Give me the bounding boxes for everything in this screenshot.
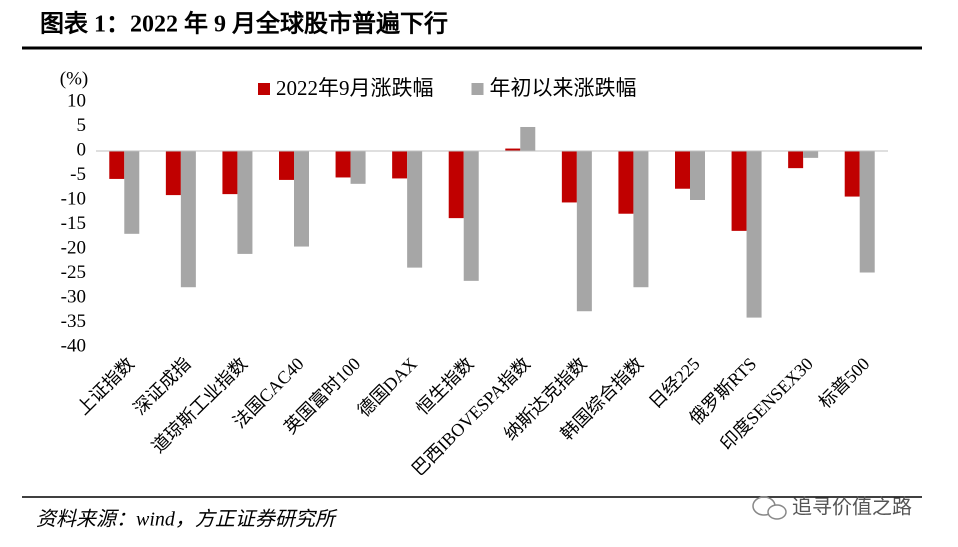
- bar: [165, 151, 181, 196]
- y-tick-label: -20: [61, 237, 86, 258]
- figure-title: 图表 1：2022 年 9 月全球股市普遍下行: [40, 10, 448, 38]
- y-tick-label: -35: [61, 311, 86, 332]
- bar: [180, 151, 196, 288]
- bar: [335, 151, 351, 178]
- bar: [788, 151, 804, 169]
- bar: [576, 151, 592, 312]
- bar: [109, 151, 125, 179]
- watermark-icon: [752, 496, 787, 520]
- x-tick-label: 道琼斯工业指数: [148, 354, 251, 457]
- y-tick-label: -25: [61, 262, 86, 283]
- x-tick-label: 上证指数: [73, 354, 138, 419]
- bar: [803, 151, 819, 158]
- bar: [392, 151, 408, 179]
- bar: [124, 151, 140, 234]
- bar: [746, 151, 762, 318]
- bar: [618, 151, 634, 214]
- bar: [463, 151, 479, 281]
- y-tick-label: -30: [61, 286, 86, 307]
- bar: [505, 148, 521, 151]
- legend-swatch: [471, 83, 484, 95]
- bar: [675, 151, 690, 189]
- bar: [561, 151, 577, 203]
- bar: [222, 151, 238, 195]
- y-tick-label: -40: [61, 335, 86, 356]
- bar: [350, 151, 366, 184]
- bar: [690, 151, 705, 200]
- y-tick-label: -15: [61, 213, 86, 234]
- y-tick-label: -10: [61, 188, 86, 209]
- y-tick-label: 5: [77, 115, 87, 136]
- bar: [237, 151, 253, 254]
- legend-label: 2022年9月涨跌幅: [276, 76, 434, 100]
- bar: [520, 126, 536, 151]
- source-note: 资料来源：wind，方正证券研究所: [36, 509, 338, 531]
- bar: [448, 151, 464, 219]
- y-tick-label: 0: [77, 139, 87, 160]
- bar: [859, 151, 875, 273]
- y-axis-label: (%): [60, 68, 88, 89]
- bar: [633, 151, 649, 288]
- watermark-text: 追寻价值之路: [792, 495, 912, 519]
- bar: [294, 151, 309, 247]
- y-tick-label: -5: [70, 164, 86, 185]
- bar: [844, 151, 860, 197]
- bar: [279, 151, 294, 180]
- x-tick-label: 德国DAX: [354, 354, 421, 421]
- legend-label: 年初以来涨跌幅: [490, 76, 637, 100]
- x-tick-label: 标普500: [815, 354, 874, 413]
- bar: [407, 151, 423, 268]
- bar: [731, 151, 747, 231]
- legend-swatch: [258, 83, 270, 95]
- y-tick-label: 10: [67, 90, 86, 111]
